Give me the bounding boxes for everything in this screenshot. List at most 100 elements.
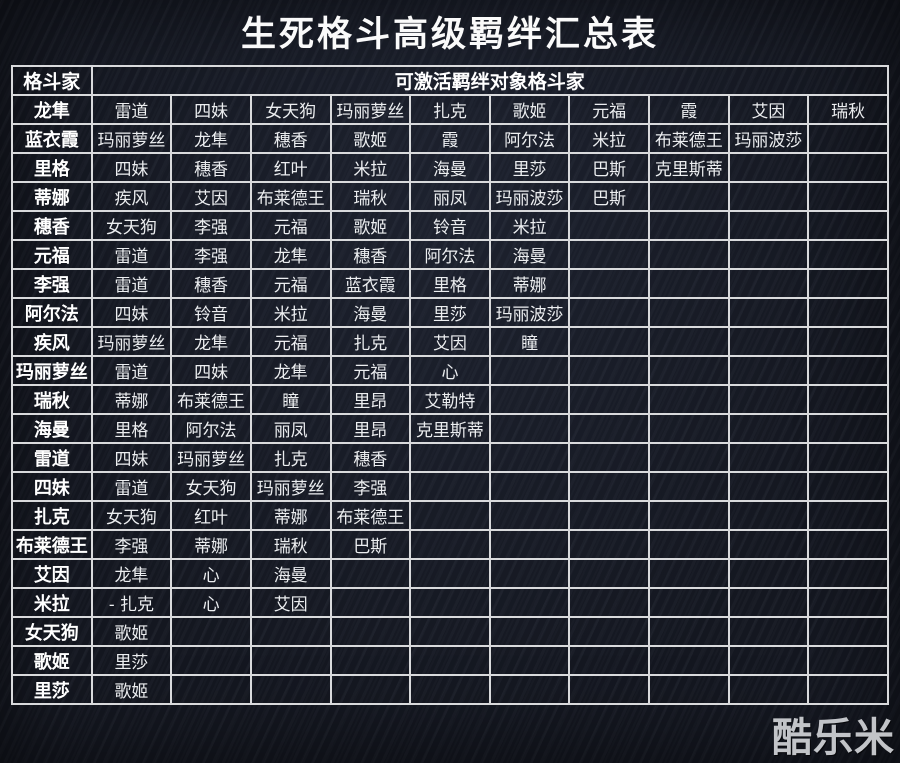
fighter-name: 艾因 [11, 558, 93, 589]
fighter-name: 四妹 [11, 471, 93, 502]
bond-cell [727, 558, 810, 589]
bond-cell: 米拉 [249, 297, 332, 328]
bond-cell [409, 674, 491, 705]
bond-cell: 歌姬 [488, 94, 571, 125]
bond-cell: 布莱德王 [648, 123, 730, 154]
bond-cell [648, 297, 730, 328]
table-row: 布莱德王 李强 蒂娜 瑞秋 巴斯 [11, 529, 889, 560]
bond-cell [807, 384, 889, 415]
bond-cell [648, 529, 730, 560]
bond-cell [648, 645, 730, 676]
bond-cell [807, 529, 889, 560]
table-row: 蒂娜 疾风 艾因 布莱德王 瑞秋 丽凤 玛丽波莎 巴斯 [11, 181, 889, 212]
bond-cell [727, 268, 810, 299]
bond-cell [807, 355, 889, 386]
bond-cell [568, 471, 650, 502]
bond-cell: 穗香 [329, 442, 412, 473]
bond-cell [409, 616, 491, 647]
bond-cell: 铃音 [409, 210, 491, 241]
bond-cell: 扎克 [329, 326, 412, 357]
bond-cell: 玛丽波莎 [488, 181, 571, 212]
bond-cell: 阿尔法 [488, 123, 571, 154]
bond-cell: 龙隼 [249, 355, 332, 386]
bond-cell: 艾因 [409, 326, 491, 357]
bond-cell [727, 152, 810, 183]
bond-cell [568, 674, 650, 705]
bond-cell: 海曼 [488, 239, 571, 270]
bond-cell: 巴斯 [568, 181, 650, 212]
bond-cell: - 扎克 [90, 587, 173, 618]
bond-cell: 歌姬 [90, 674, 173, 705]
bond-cell: 李强 [170, 239, 252, 270]
bond-cell [568, 645, 650, 676]
bond-cell: 龙隼 [90, 558, 173, 589]
bond-cell: 玛丽波莎 [727, 123, 810, 154]
bond-cell [807, 471, 889, 502]
bond-cell [727, 384, 810, 415]
bond-cell [807, 558, 889, 589]
table-row: 瑞秋 蒂娜 布莱德王瞳里昂 艾勒特 [11, 384, 889, 415]
table-row: 阿尔法 四妹 铃音 米拉 海曼 里莎 玛丽波莎 [11, 297, 889, 328]
bond-cell: 玛丽萝丝 [90, 123, 173, 154]
bond-cell: 扎克 [249, 442, 332, 473]
bond-cell: 歌姬 [329, 210, 412, 241]
bond-cell: 瞳 [488, 326, 571, 357]
bond-cell [727, 587, 810, 618]
bond-cell [727, 500, 810, 531]
bond-cell: 里格 [90, 413, 173, 444]
bond-cell: 阿尔法 [409, 239, 491, 270]
bond-cell [170, 674, 252, 705]
fighter-name: 元福 [11, 239, 93, 270]
bond-cell: 元福 [249, 268, 332, 299]
bond-cell: 玛丽萝丝 [329, 94, 412, 125]
header-fighter: 格斗家 [11, 65, 93, 96]
bond-cell [807, 500, 889, 531]
bond-cell: 穗香 [170, 268, 252, 299]
bond-cell [568, 529, 650, 560]
bond-cell [648, 587, 730, 618]
bond-cell [807, 442, 889, 473]
bond-cell: 雷道 [90, 471, 173, 502]
bond-cell [329, 645, 412, 676]
bond-cell [727, 297, 810, 328]
bond-cell [249, 674, 332, 705]
bond-cell [807, 123, 889, 154]
bond-cell: 龙隼 [249, 239, 332, 270]
bond-cell [807, 645, 889, 676]
bond-cell [727, 326, 810, 357]
bond-cell [807, 413, 889, 444]
bond-cell: 雷道 [90, 268, 173, 299]
bond-cell [568, 297, 650, 328]
bond-cell: 巴斯 [568, 152, 650, 183]
fighter-name: 女天狗 [11, 616, 93, 647]
bond-cell: 克里斯蒂 [648, 152, 730, 183]
bond-cell [807, 674, 889, 705]
bond-cell [170, 645, 252, 676]
fighter-name: 里格 [11, 152, 93, 183]
bond-cell: 玛丽萝丝 [90, 326, 173, 357]
bond-cell: 里格 [409, 268, 491, 299]
bond-cell: 阿尔法 [170, 413, 252, 444]
fighter-name: 李强 [11, 268, 93, 299]
fighter-name: 玛丽萝丝 [11, 355, 93, 386]
bond-cell: 心 [170, 587, 252, 618]
bond-cell: 海曼 [249, 558, 332, 589]
fighter-name: 穗香 [11, 210, 93, 241]
fighter-name: 米拉 [11, 587, 93, 618]
bond-table-body: 龙隼 雷道 四妹 女天狗 玛丽萝丝 扎克 歌姬 元福霞艾因 瑞秋 蓝衣霞 玛丽萝丝 龙隼 穗香 歌姬霞阿尔… [11, 94, 889, 705]
bond-cell [409, 529, 491, 560]
bond-cell [568, 239, 650, 270]
bond-cell: 布莱德王 [329, 500, 412, 531]
bond-cell: 克里斯蒂 [409, 413, 491, 444]
bond-cell: 李强 [90, 529, 173, 560]
bond-cell: 瞳 [249, 384, 332, 415]
bond-cell: 里昂 [329, 413, 412, 444]
fighter-name: 龙隼 [11, 94, 93, 125]
bond-cell: 雷道 [90, 94, 173, 125]
bond-cell: 丽凤 [249, 413, 332, 444]
bond-cell: 里莎 [488, 152, 571, 183]
bond-cell [568, 442, 650, 473]
bond-cell: 女天狗 [170, 471, 252, 502]
bond-cell [488, 384, 571, 415]
